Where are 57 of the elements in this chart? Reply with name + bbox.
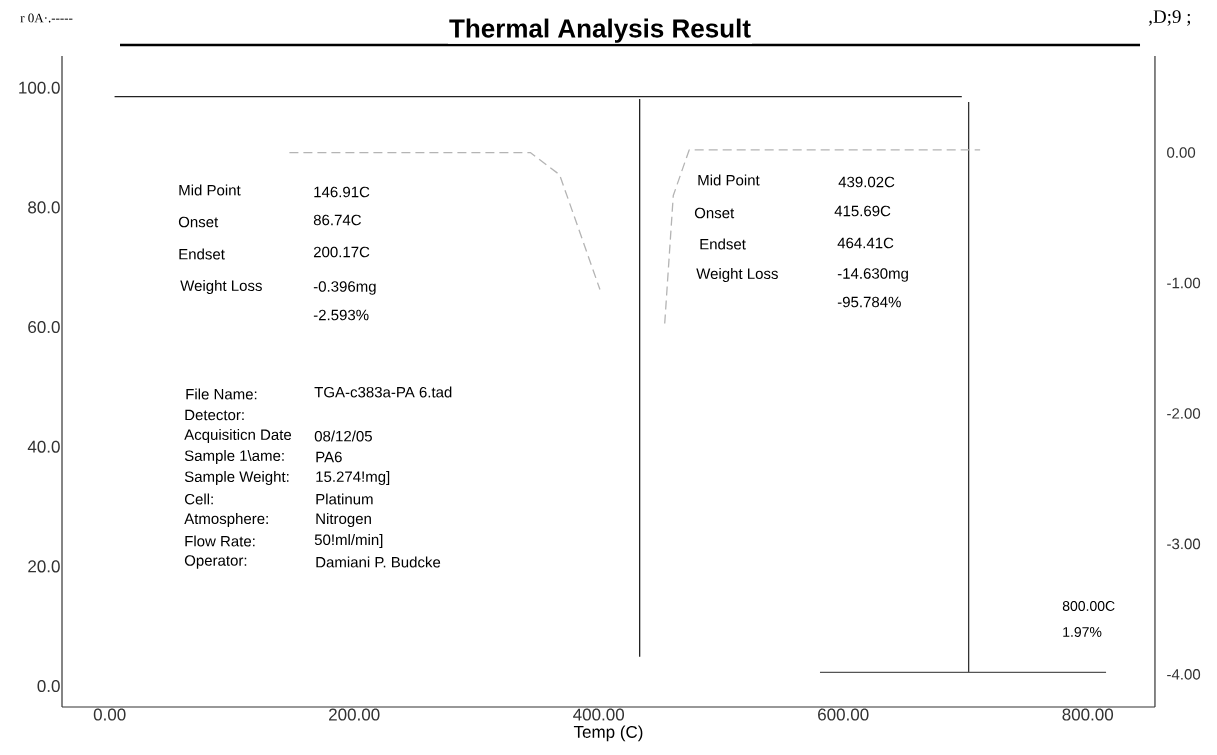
- annotation: Detector:: [185, 409, 244, 421]
- annotation: 200.17C: [313, 246, 370, 258]
- annotation: Atmosphere:: [184, 513, 268, 527]
- annotation: -95.784%: [837, 296, 901, 308]
- annotation: Acquisiticn Date: [184, 429, 292, 443]
- text: r 0A·.-----: [20, 13, 73, 23]
- annotation: 1.97%: [1063, 627, 1102, 637]
- annotation: 15.274!mg]: [316, 471, 390, 485]
- annotation: Damiani P. Budcke: [316, 556, 441, 568]
- x-tick-label: 200.00: [329, 708, 380, 721]
- annotation: 08/12/05: [314, 430, 372, 442]
- annotation: Endset: [179, 248, 225, 260]
- annotation: Flow Rate:: [185, 535, 255, 547]
- annotation: 50!ml/min]: [314, 534, 383, 548]
- annotation: 800.00C: [1062, 601, 1115, 611]
- x-tick-label: 0.00: [93, 708, 126, 721]
- y2-tick-label: -3.00: [1167, 538, 1201, 550]
- annotation: Onset: [178, 216, 219, 228]
- annotation: 415.69C: [834, 205, 891, 217]
- y-tick-label: 0.0: [37, 680, 60, 693]
- annotation: 86.74C: [313, 214, 361, 226]
- annotation: -14.630mg: [837, 268, 908, 282]
- x-tick-label: 400.00: [573, 708, 625, 721]
- annotation: Platinum: [316, 493, 373, 505]
- annotation: Sample Weight:: [184, 471, 289, 485]
- annotation: -2.593%: [313, 309, 369, 321]
- y-tick-label: 60.0: [28, 321, 60, 334]
- y2-tick-label: 0.00: [1167, 147, 1196, 158]
- annotation: Nitrogen: [316, 513, 371, 527]
- x-tick-label: 600.00: [818, 708, 869, 721]
- annotation: Operator:: [184, 555, 247, 569]
- annotation: Onset: [694, 207, 735, 219]
- annotation: TGA-c383a-PA 6.tad: [314, 386, 452, 398]
- annotation: PA6: [316, 451, 342, 463]
- annotation: 146.91C: [314, 186, 370, 198]
- text: ,D;9 ;: [1148, 10, 1191, 26]
- annotation: Weight Loss: [180, 280, 262, 294]
- y-tick-label: 80.0: [28, 201, 60, 214]
- annotation: 464.41C: [837, 237, 894, 249]
- annotation: 439.02C: [838, 176, 895, 188]
- y2-tick-label: -2.00: [1167, 408, 1201, 419]
- y2-tick-label: -1.00: [1167, 277, 1201, 289]
- y-tick-label: 40.0: [27, 440, 60, 453]
- annotation: -0.396mg: [313, 281, 376, 295]
- annotation: Weight Loss: [696, 268, 778, 282]
- y-tick-label: 100.0: [19, 81, 60, 94]
- annotation: Mid Point: [698, 174, 760, 186]
- annotation: Endset: [700, 238, 746, 250]
- annotation: Sample 1\ame:: [184, 450, 284, 464]
- y2-tick-label: -4.00: [1167, 669, 1201, 680]
- x-axis-title: Temp (C): [573, 725, 643, 742]
- y-tick-label: 20.0: [28, 560, 60, 573]
- annotation: File Name:: [186, 388, 257, 400]
- annotation: Cell:: [184, 493, 213, 505]
- annotation: Mid Point: [179, 184, 241, 196]
- x-tick-label: 800.00: [1062, 708, 1114, 721]
- chart-title: Thermal Analysis Result: [449, 18, 751, 43]
